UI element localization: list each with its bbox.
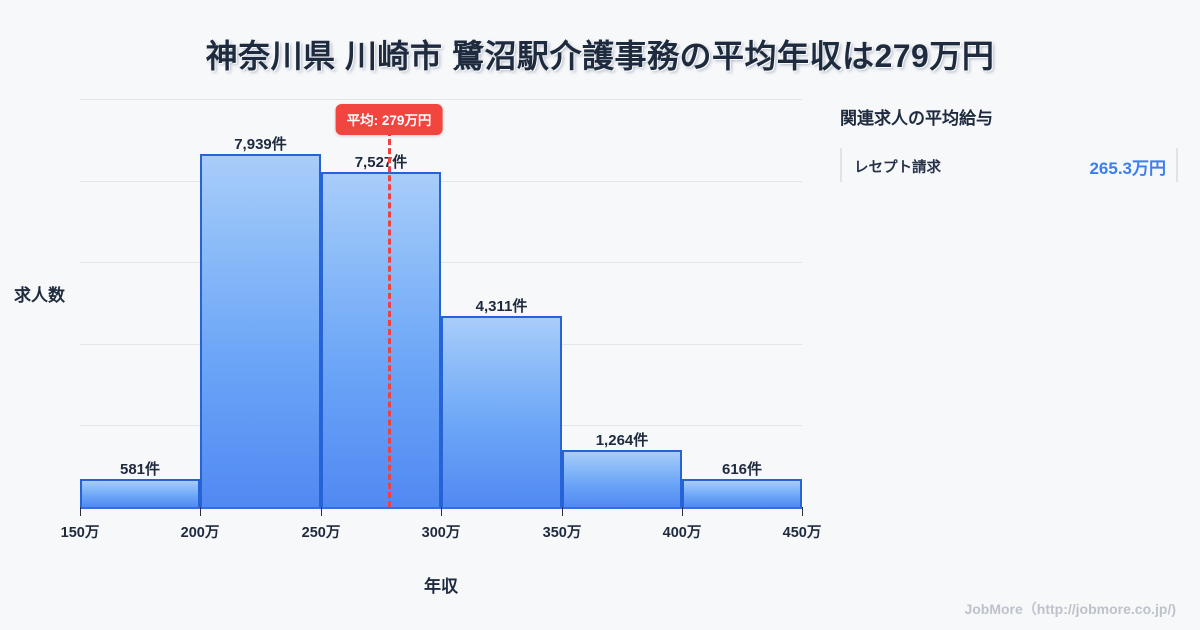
- x-tick: [562, 507, 563, 516]
- x-tick-label-6: 450万: [782, 525, 822, 541]
- x-tick-label-1: 200万: [180, 525, 220, 541]
- bar-bin-3[interactable]: [441, 316, 562, 507]
- x-tick: [682, 507, 683, 516]
- bar-bin-1[interactable]: [200, 154, 321, 507]
- histogram-chart: 581件 7,939件 7,527件 4,311件 1,264件 616件 平均…: [14, 99, 822, 596]
- x-tick-label-3: 300万: [421, 525, 461, 541]
- bar-value-label-4: 1,264件: [595, 432, 649, 449]
- related-salary-panel: 関連求人の平均給与 レセプト請求 265.3万円: [840, 0, 1200, 630]
- gridline: [80, 99, 802, 100]
- gridline: [80, 262, 802, 263]
- bar-bin-4[interactable]: [562, 450, 682, 507]
- bar-bin-2[interactable]: [321, 172, 441, 507]
- row-divider-left: [840, 148, 842, 182]
- row-value: 265.3万円: [1089, 159, 1166, 178]
- bar-bin-5[interactable]: [682, 479, 802, 507]
- bar-value-label-5: 616件: [721, 461, 763, 478]
- page-title: 神奈川県 川崎市 鷺沼駅介護事務の平均年収は279万円: [205, 38, 995, 74]
- row-label: レセプト請求: [854, 160, 941, 176]
- x-tick: [802, 507, 803, 516]
- average-line: [388, 130, 391, 507]
- x-tick: [321, 507, 322, 516]
- x-tick-label-0: 150万: [60, 525, 100, 541]
- bar-value-label-0: 581件: [119, 461, 161, 478]
- x-tick: [441, 507, 442, 516]
- x-axis-title: 年収: [424, 577, 458, 596]
- x-tick-label-5: 400万: [662, 525, 702, 541]
- bar-value-label-3: 4,311件: [475, 298, 528, 315]
- x-tick: [80, 507, 81, 516]
- panel-row-0[interactable]: レセプト請求 265.3万円: [840, 148, 1178, 182]
- x-tick-label-2: 250万: [301, 525, 341, 541]
- bar-value-label-1: 7,939件: [234, 136, 287, 153]
- bar-value-label-2: 7,527件: [354, 154, 408, 171]
- x-tick-label-4: 350万: [542, 525, 582, 541]
- bar-bin-0[interactable]: [80, 479, 200, 507]
- footer-attribution: JobMore（http://jobmore.co.jp/): [964, 601, 1176, 617]
- gridline: [80, 181, 802, 182]
- panel-title: 関連求人の平均給与: [840, 109, 993, 128]
- x-tick: [200, 507, 201, 516]
- bar-series: [80, 99, 802, 507]
- average-badge: 平均: 279万円: [335, 104, 443, 135]
- y-axis-title: 求人数: [14, 286, 65, 305]
- row-divider-right: [1176, 148, 1178, 182]
